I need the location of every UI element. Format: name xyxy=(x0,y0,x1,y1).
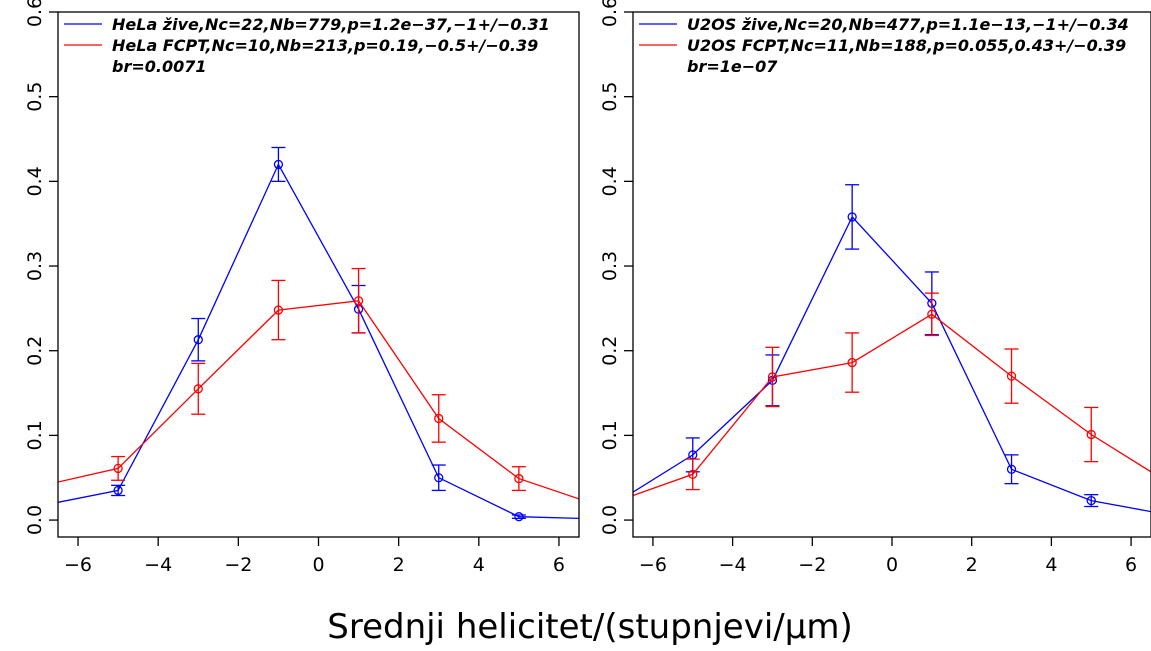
y-tick-label: 0.1 xyxy=(599,420,621,450)
x-tick-label: −6 xyxy=(64,554,92,576)
data-point xyxy=(927,309,937,319)
data-point xyxy=(273,159,284,170)
x-axis-label: Srednji helicitet/(stupnjevi/µm) xyxy=(327,607,853,647)
plot-frame xyxy=(57,11,580,538)
x-tick-label: −2 xyxy=(798,554,826,576)
plot-area xyxy=(58,146,579,522)
series-line-0 xyxy=(633,215,1151,513)
y-tick-label: 0.3 xyxy=(24,251,46,281)
y-tick-label: 0.4 xyxy=(599,166,621,196)
data-point xyxy=(434,473,444,483)
data-point xyxy=(113,463,123,474)
legend-note: br=0.0071 xyxy=(112,57,207,76)
x-tick-label: −4 xyxy=(144,554,172,576)
x-tick-label: 4 xyxy=(473,554,485,576)
data-point xyxy=(434,413,444,424)
left-chart-panel: −6 −4 −2 0 2 4 6 0.0 0.1 0.2 0.3 0.4 0.5 0.6 HeLa žive… xyxy=(24,0,580,576)
data-point xyxy=(273,305,284,315)
x-tick-label: 0 xyxy=(886,554,898,576)
series-line-0 xyxy=(58,162,579,520)
y-tick-label: 0.3 xyxy=(599,251,621,281)
y-tick-label: 0.0 xyxy=(24,505,46,535)
data-point xyxy=(113,485,123,496)
legend-entry-label: HeLa FCPT,Nc=10,Nb=213,p=0.19,−0.5+/−0.3… xyxy=(112,36,538,55)
data-point xyxy=(353,296,364,306)
legend-entry-label: HeLa žive,Nc=22,Nb=779,p=1.2e−37,−1+/−0.… xyxy=(112,15,550,34)
data-point xyxy=(847,357,857,368)
series-line-1 xyxy=(58,300,579,500)
x-tick-label: 2 xyxy=(393,554,405,576)
legend-entry-label: U2OS FCPT,Nc=11,Nb=188,p=0.055,0.43+/−0.… xyxy=(687,36,1126,55)
y-tick-label: 0.5 xyxy=(599,82,621,112)
data-point xyxy=(767,372,778,382)
x-tick-label: −2 xyxy=(224,554,252,576)
x-tick-label: −6 xyxy=(639,554,667,576)
data-point xyxy=(514,473,524,484)
data-point xyxy=(847,212,857,222)
legend-entry-label: U2OS žive,Nc=20,Nb=477,p=1.1e−13,−1+/−0.… xyxy=(687,15,1129,34)
x-tick-label: 4 xyxy=(1045,554,1057,576)
y-tick-label: 0.4 xyxy=(24,166,46,196)
x-tick-label: −4 xyxy=(719,554,747,576)
series-line-1 xyxy=(633,313,1151,497)
x-tick-label: 6 xyxy=(1125,554,1137,576)
y-tick-label: 0.0 xyxy=(599,505,621,535)
plot-area xyxy=(633,184,1151,513)
data-point xyxy=(193,335,203,345)
x-tick-label: 0 xyxy=(312,554,324,576)
data-point xyxy=(514,512,524,522)
y-tick-label: 0.6 xyxy=(24,0,46,27)
right-chart-panel: −6 −4 −2 0 2 4 6 0.0 0.1 0.2 0.3 0.4 0.5 0.6 U2OS žive… xyxy=(599,0,1151,576)
x-tick-label: 2 xyxy=(966,554,978,576)
y-tick-label: 0.1 xyxy=(24,420,46,450)
y-tick-label: 0.2 xyxy=(24,336,46,366)
data-point xyxy=(1006,371,1017,381)
data-point xyxy=(688,469,698,479)
y-tick-label: 0.5 xyxy=(24,82,46,112)
data-point xyxy=(193,384,203,394)
legend-note: br=1e−07 xyxy=(687,57,778,76)
y-tick-label: 0.6 xyxy=(599,0,621,27)
plot-frame xyxy=(632,11,1151,538)
data-point xyxy=(1086,429,1096,440)
data-point xyxy=(1006,464,1017,474)
data-point xyxy=(1086,495,1096,506)
x-tick-label: 6 xyxy=(553,554,565,576)
y-tick-label: 0.2 xyxy=(599,336,621,366)
